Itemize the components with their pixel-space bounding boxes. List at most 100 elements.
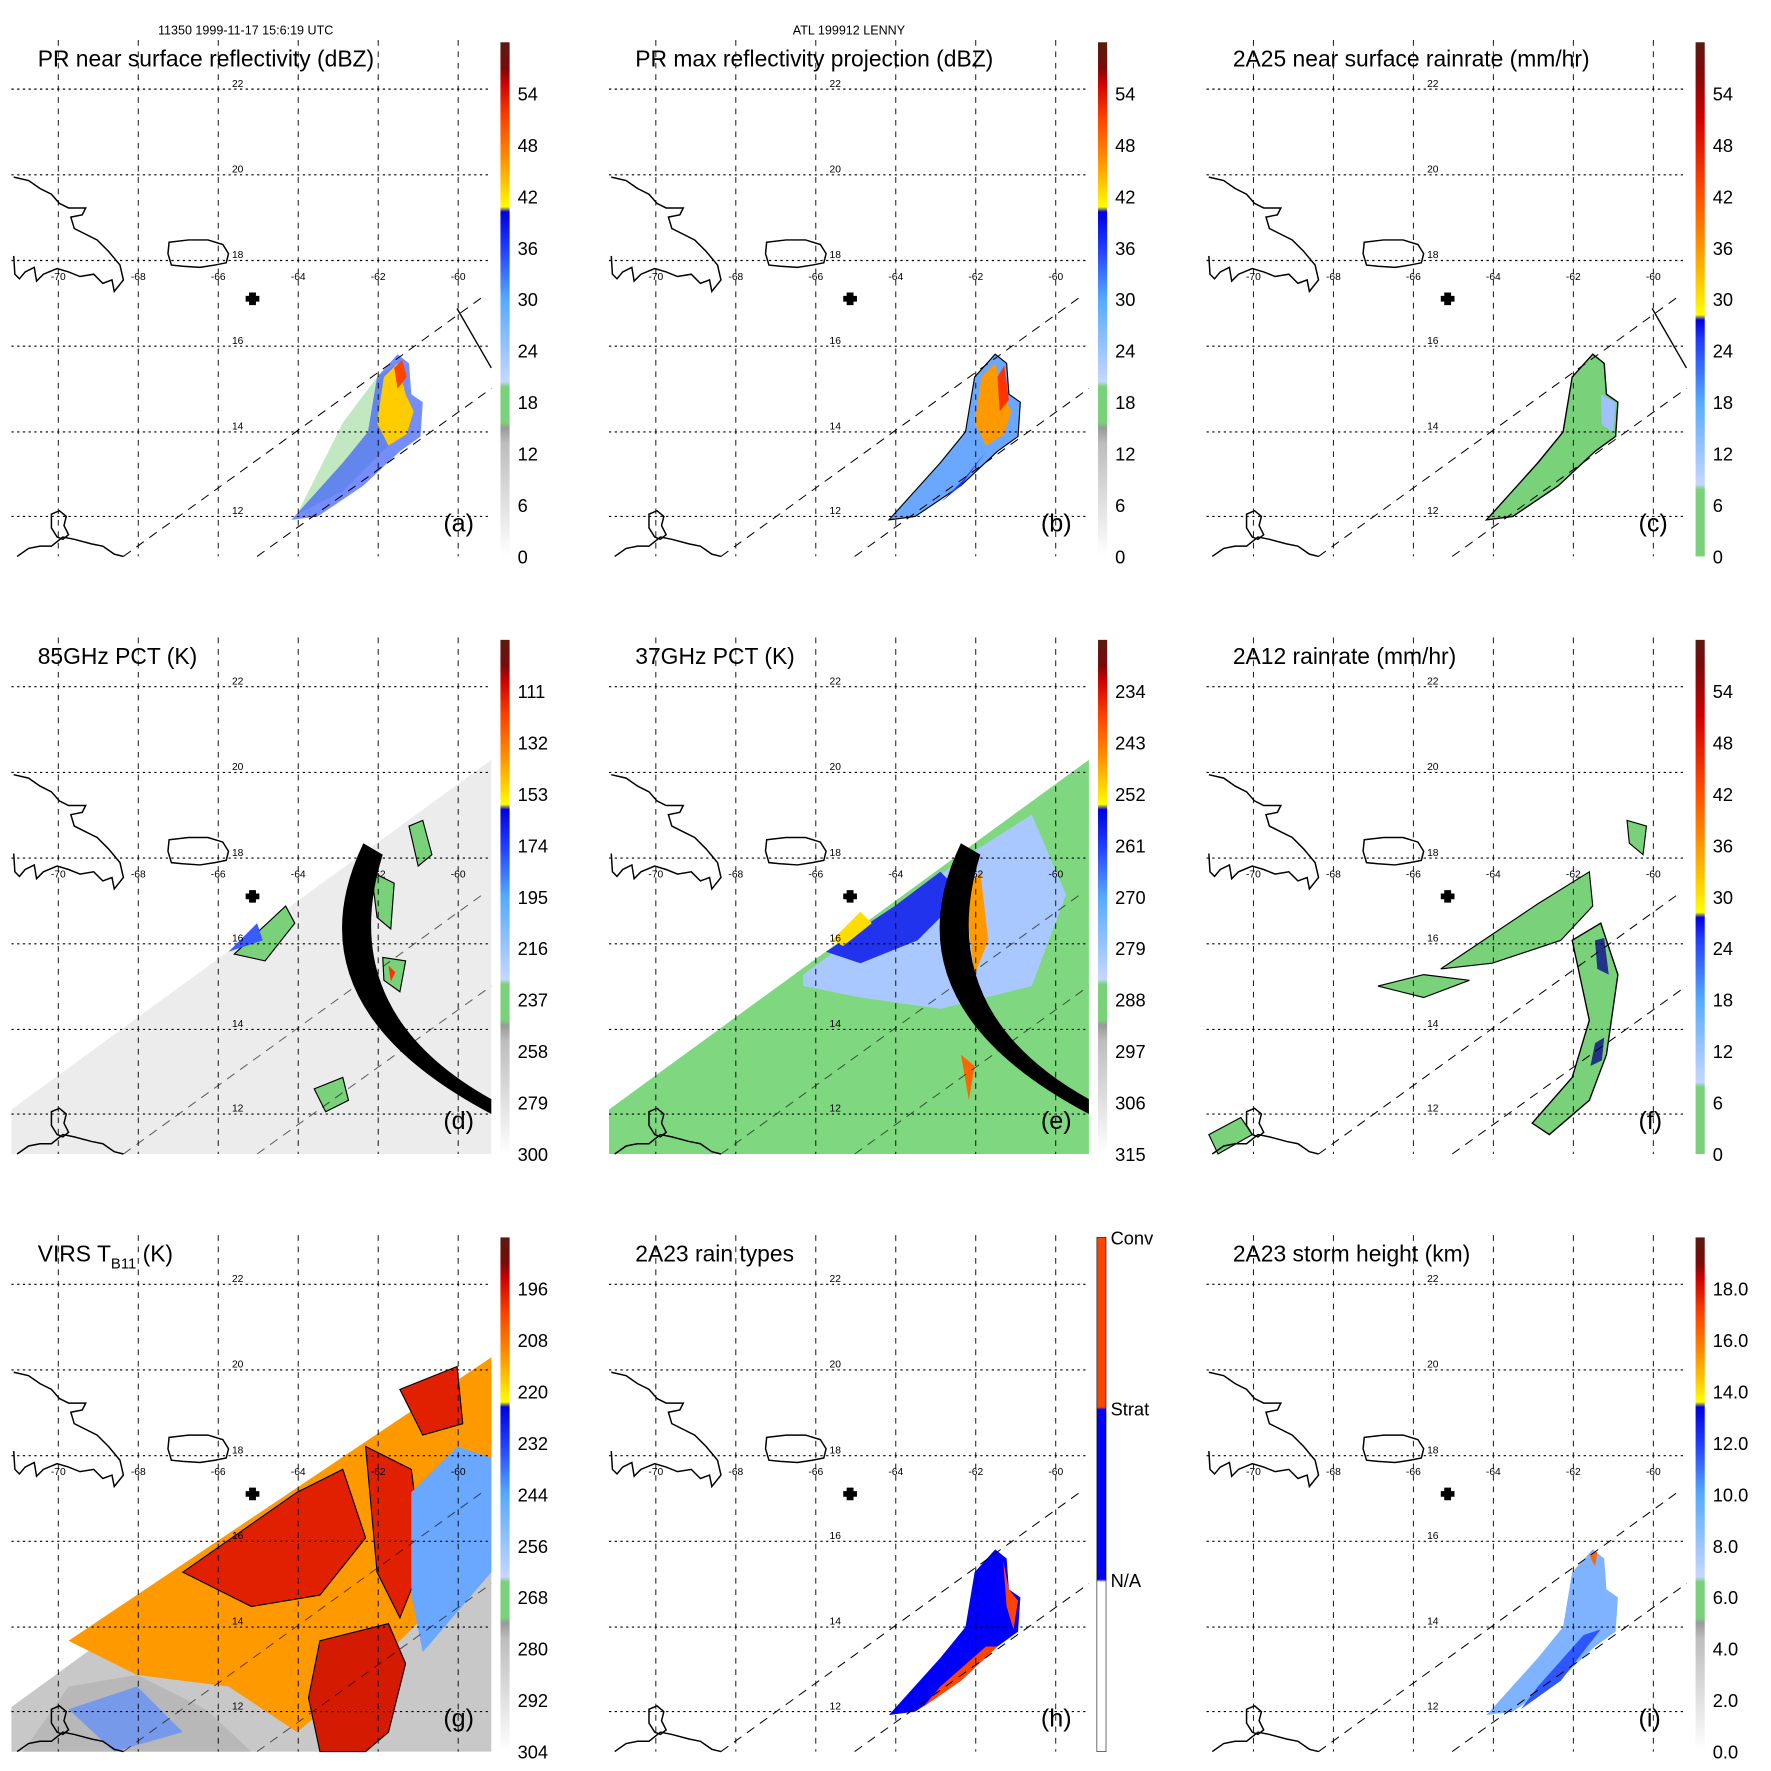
colorbar-tick-label: 30 <box>1115 289 1135 310</box>
colorbar-tick-label: 270 <box>1115 887 1145 908</box>
panel-letter: (g) <box>443 1704 474 1732</box>
rain-region <box>68 1686 183 1752</box>
storm-center-marker <box>1440 890 1455 903</box>
colorbar-tick-label: Conv <box>1111 1227 1155 1248</box>
lat-tick-label: 16 <box>1427 1531 1439 1542</box>
lat-tick-label: 14 <box>232 422 244 433</box>
storm-center-marker <box>245 1487 260 1501</box>
rain-region <box>1208 1116 1254 1155</box>
colorbar-tick-label: 280 <box>518 1639 548 1660</box>
rain-region <box>1484 353 1619 521</box>
rain-region <box>1626 819 1648 856</box>
rain-region <box>388 965 396 982</box>
lat-tick-label: 12 <box>1427 506 1439 517</box>
colorbar-tick-label: 268 <box>518 1587 548 1608</box>
rain-region <box>974 363 1012 446</box>
lat-tick-label: 22 <box>232 1274 244 1285</box>
lon-tick-label: -62 <box>371 870 386 881</box>
colorbar-tick-label: 300 <box>518 1144 548 1165</box>
colorbar-tick-label: 244 <box>518 1484 548 1505</box>
lat-tick-label: 12 <box>830 1104 842 1115</box>
colorbar <box>500 639 510 1155</box>
lat-tick-label: 16 <box>1427 933 1439 944</box>
lat-tick-label: 22 <box>830 79 842 90</box>
lat-tick-label: 20 <box>1427 762 1439 773</box>
colorbar <box>1098 42 1108 557</box>
rain-region <box>408 819 433 868</box>
panel-title: 37GHz PCT (K) <box>635 643 795 669</box>
colorbar-tick-label: 30 <box>1713 289 1733 310</box>
panel-title: PR near surface reflectivity (dBZ) <box>38 45 374 71</box>
colorbar-tick-label: 36 <box>1713 835 1733 856</box>
lat-tick-label: 16 <box>232 336 244 347</box>
colorbar <box>1098 639 1108 1155</box>
lat-tick-label: 20 <box>830 762 842 773</box>
rain-region <box>399 1365 464 1436</box>
lon-tick-label: -70 <box>648 870 663 881</box>
lon-tick-label: -60 <box>451 1467 466 1478</box>
colorbar <box>1096 1237 1107 1752</box>
panel-letter: (a) <box>443 509 474 537</box>
colorbar-tick-label: 42 <box>1713 186 1733 207</box>
lat-tick-label: 12 <box>232 1701 244 1712</box>
colorbar-tick-label: 12 <box>1713 1041 1733 1062</box>
panel-title: VIRS TB11 (K) <box>38 1240 173 1272</box>
colorbar-tick-label: 279 <box>518 1092 548 1113</box>
lat-tick-label: 12 <box>232 1104 244 1115</box>
colorbar-tick-label: 306 <box>1115 1092 1145 1113</box>
colorbar-tick-label: 252 <box>1115 784 1145 805</box>
coastline <box>1208 1371 1425 1753</box>
rain-region <box>831 911 872 947</box>
lat-tick-label: 12 <box>830 506 842 517</box>
lon-tick-label: -66 <box>808 272 823 283</box>
colorbar-tick-label: 279 <box>1115 938 1145 959</box>
colorbar-tick-label: 6 <box>518 495 528 516</box>
panel-letter: (h) <box>1041 1704 1072 1732</box>
lon-tick-label: -62 <box>1566 870 1581 881</box>
coastline <box>610 176 827 558</box>
colorbar-tick-label: 292 <box>518 1690 548 1711</box>
lat-tick-label: 14 <box>830 1019 842 1030</box>
colorbar-tick-label: 24 <box>518 341 538 362</box>
panel-letter: (d) <box>443 1107 474 1135</box>
colorbar-tick-label: 42 <box>1713 784 1733 805</box>
colorbar-tick-label: 12 <box>1115 443 1135 464</box>
coastline <box>1208 176 1425 558</box>
rain-region <box>233 905 296 962</box>
panel-g: -70 -68 -66 -64 -62 -60 22 20 18 16 14 12 VIRS TB11 … <box>10 1234 548 1762</box>
lat-tick-label: 18 <box>1427 848 1439 859</box>
lat-tick-label: 16 <box>232 1531 244 1542</box>
colorbar-tick-label: 48 <box>1713 135 1733 156</box>
colorbar-tick-label: 18 <box>518 392 538 413</box>
lon-tick-label: -60 <box>1048 1467 1063 1478</box>
colorbar-tick-label: 54 <box>1713 681 1733 702</box>
lon-tick-label: -64 <box>1486 870 1501 881</box>
lon-tick-label: -68 <box>728 870 743 881</box>
lon-tick-label: -66 <box>211 1467 226 1478</box>
lon-tick-label: -60 <box>1646 870 1661 881</box>
storm-center-marker <box>245 890 260 903</box>
colorbar-tick-label: 18 <box>1713 990 1733 1011</box>
lon-tick-label: -62 <box>371 272 386 283</box>
coastline <box>1208 773 1425 1155</box>
lat-tick-label: 16 <box>830 336 842 347</box>
colorbar <box>1695 639 1705 1155</box>
colorbar-tick-label: 8.0 <box>1713 1536 1738 1557</box>
panel-f: -70 -68 -66 -64 -62 -60 22 20 18 16 14 12 2A12 rainr… <box>1205 636 1733 1165</box>
lon-tick-label: -64 <box>888 870 903 881</box>
lon-tick-label: -66 <box>808 1467 823 1478</box>
rain-region <box>313 1076 350 1113</box>
rain-region <box>1377 974 1470 999</box>
colorbar-tick-label: 220 <box>518 1382 548 1403</box>
colorbar-tick-label: 132 <box>518 733 548 754</box>
colorbar-tick-label: 153 <box>518 784 548 805</box>
rain-region <box>826 871 964 964</box>
colorbar-tick-label: 30 <box>518 289 538 310</box>
rain-region <box>1486 1549 1618 1716</box>
colorbar-tick-label: 36 <box>1115 238 1135 259</box>
rain-region <box>997 365 1009 412</box>
rain-region <box>1590 1037 1605 1067</box>
colorbar-tick-label: 304 <box>518 1741 548 1762</box>
colorbar-tick-label: 18 <box>1115 392 1135 413</box>
colorbar-tick-label: 261 <box>1115 835 1145 856</box>
